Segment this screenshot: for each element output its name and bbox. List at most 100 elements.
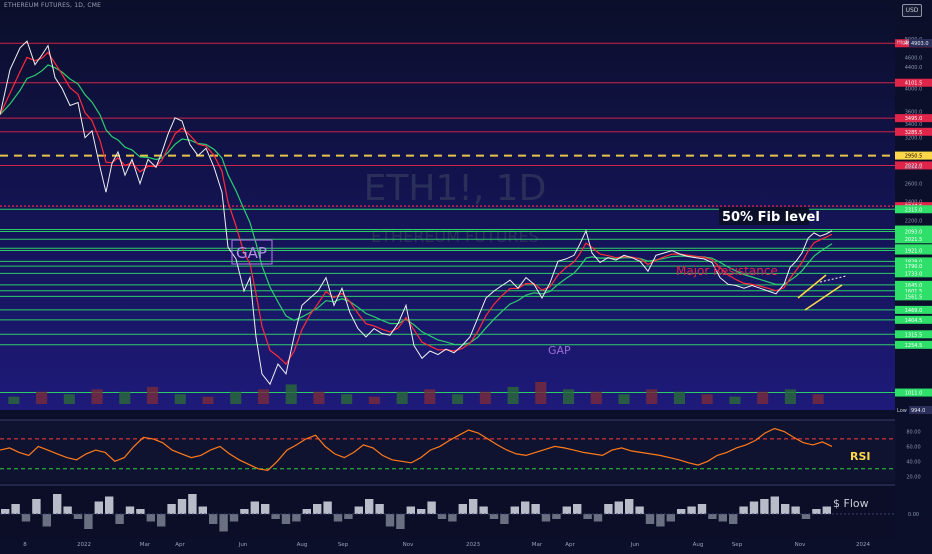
rsi-tick-1: 60.00	[906, 444, 920, 450]
rsi-tick-2: 40.00	[906, 459, 920, 465]
flow-bar	[281, 514, 291, 524]
volume-bar	[562, 389, 575, 404]
volume-bar	[812, 394, 824, 404]
resistance-level-1-tag	[895, 78, 932, 87]
flow-bar	[365, 499, 374, 514]
volume-bar	[230, 391, 242, 404]
volume-bar	[313, 391, 325, 404]
currency-button[interactable]: USD	[902, 4, 922, 17]
flow-bar	[115, 514, 124, 524]
flow-bar	[801, 514, 811, 519]
support-level-13-tag-text: 1404.5	[905, 318, 923, 324]
flow-tick: 0.00	[908, 512, 919, 518]
support-level-3-tag-text: 2021.5	[905, 237, 923, 243]
support-level-10-tag-text: 1601.5	[905, 289, 923, 295]
flow-bar	[427, 501, 436, 514]
flow-bar	[271, 514, 280, 519]
trendline-lower	[804, 284, 843, 311]
support-level-7-tag	[895, 262, 932, 271]
volume-bar	[452, 394, 464, 404]
price-tick-8: 2600.0	[905, 182, 923, 188]
x-tick-12: Aug	[693, 542, 704, 548]
x-tick-4: Jun	[238, 542, 248, 548]
volume-bar	[8, 396, 20, 404]
support-level-5-tag	[895, 246, 932, 255]
trendline-upper	[797, 274, 827, 299]
flow-bar	[448, 514, 457, 522]
flow-bar	[406, 506, 415, 514]
price-tick-3: 4000.0	[905, 86, 923, 92]
support-level-5-tag-text: 1921.0	[905, 249, 923, 255]
flow-bar	[261, 504, 270, 514]
flow-bar	[323, 501, 332, 514]
volume-bar	[673, 391, 686, 404]
flow-bar	[313, 504, 322, 514]
time-axis[interactable]: 8 2022 Mar Apr Jun Aug Sep Nov 2023 Mar Apr Jun Aug S…	[23, 542, 870, 548]
fib-label: 50% Fib level	[722, 210, 820, 225]
flow-bar	[822, 506, 831, 514]
support-level-2-tag-text: 2093.0	[905, 230, 923, 236]
flow-bar	[292, 514, 301, 522]
flow-bar	[469, 499, 478, 514]
flow-bar	[188, 494, 197, 514]
resistance-level-3-tag	[895, 127, 932, 136]
support-level-11-tag	[895, 292, 932, 301]
price-axis[interactable]: 4902.54101.53495.03285.52822.02347.52315…	[895, 37, 932, 397]
flow-bar	[375, 504, 384, 514]
flow-bar	[250, 501, 259, 514]
volume-bar	[91, 389, 103, 404]
volume-bar	[479, 391, 491, 404]
ema-fast-line	[0, 51, 833, 366]
flow-bar	[760, 499, 769, 514]
support-level-0-tag-text: 2315.0	[905, 207, 923, 213]
flow-bar	[645, 514, 655, 524]
volume-bar	[757, 391, 769, 404]
support-level-6-tag	[895, 257, 932, 266]
flow-bar	[229, 514, 239, 522]
flow-bar	[791, 506, 800, 514]
flow-layer: 0.00	[0, 494, 919, 532]
flow-bar	[32, 499, 41, 514]
flow-bar	[437, 514, 447, 519]
support-level-3-tag	[895, 235, 932, 244]
flow-label: $ Flow	[833, 497, 869, 510]
x-tick-0: 8	[23, 542, 27, 548]
price-layer	[0, 40, 833, 386]
flow-bar	[729, 514, 738, 524]
flow-bar	[770, 496, 779, 514]
trendline-dotted	[819, 275, 847, 283]
support-level-14-tag	[895, 330, 932, 339]
volume-bar	[507, 386, 519, 404]
price-tick-5: 3400.0	[905, 122, 923, 128]
flow-bar	[781, 504, 790, 514]
x-tick-15: 2024	[856, 542, 870, 548]
rsi-tick-3: 20.00	[906, 474, 920, 480]
x-tick-7: Nov	[403, 542, 414, 548]
price-tick-2: 4400.0	[905, 65, 923, 71]
fib-level-tag	[895, 151, 932, 160]
flow-bar	[344, 514, 353, 519]
flow-bar	[11, 504, 20, 514]
support-level-8-tag	[895, 269, 932, 278]
high-label: High	[897, 40, 909, 46]
flow-bar	[687, 506, 696, 514]
volume-bar	[119, 391, 131, 404]
flow-bar	[489, 514, 499, 519]
price-tick-10: 2200.0	[905, 219, 923, 225]
flow-bar	[625, 499, 634, 514]
volume-bar	[63, 394, 75, 404]
volume-bar	[590, 391, 602, 404]
volume-bar	[424, 389, 436, 404]
price-tick-4: 3600.0	[905, 110, 923, 116]
flow-bar	[739, 506, 748, 514]
price-tick-9: 2400.0	[905, 199, 923, 205]
price-tick-7: 2800.0	[905, 165, 923, 171]
volume-bar	[535, 382, 547, 404]
volume-bar	[202, 396, 214, 404]
volume-bar	[368, 396, 380, 404]
price-tick-6: 3200.0	[905, 136, 923, 142]
flow-bar	[583, 514, 592, 519]
support-level-13-tag	[895, 315, 932, 324]
volume-bar	[701, 394, 713, 404]
flow-bar	[198, 506, 207, 514]
